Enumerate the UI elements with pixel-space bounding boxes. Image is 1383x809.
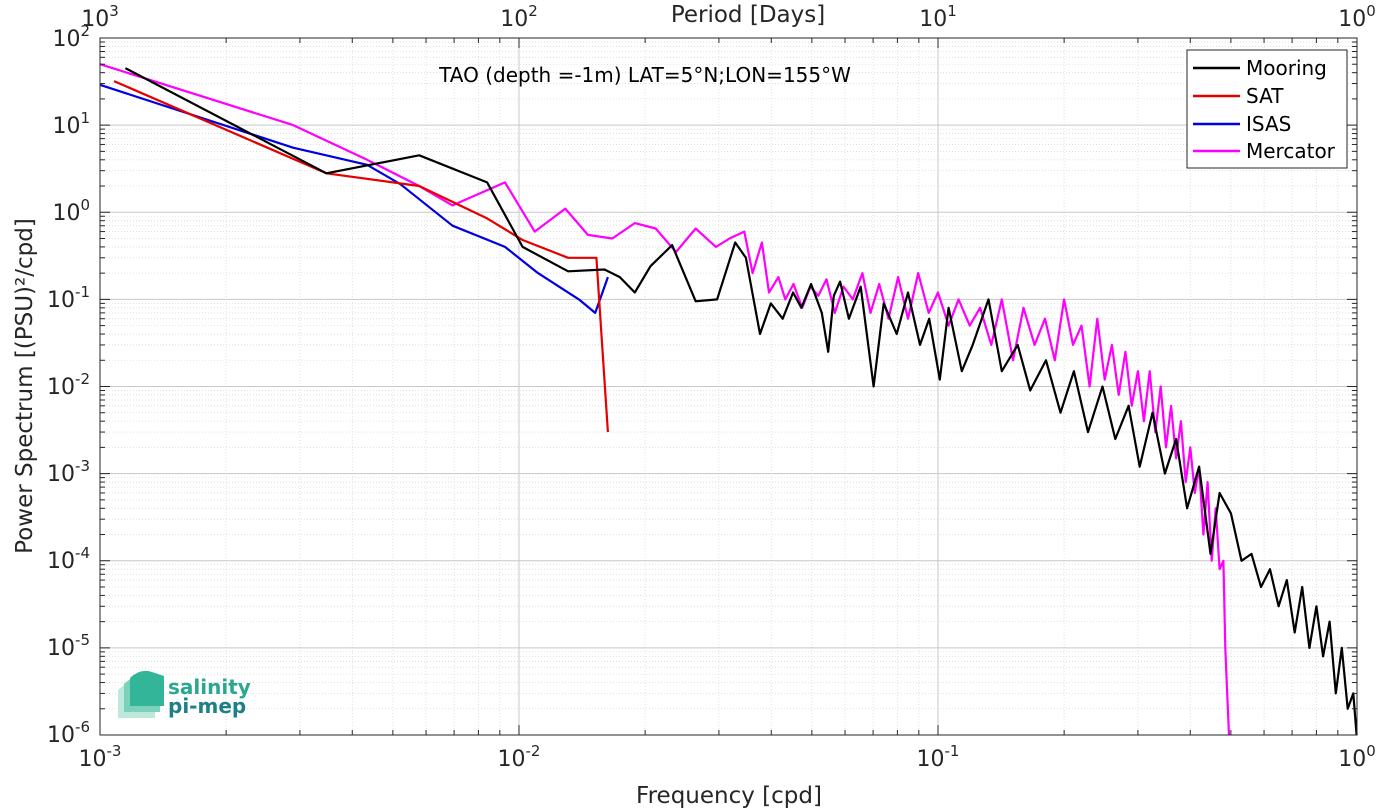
legend-label-sat: SAT bbox=[1246, 84, 1284, 108]
logo-text-line1: salinity bbox=[168, 675, 251, 699]
top-tick-label: 101 bbox=[919, 2, 957, 32]
logo-waves-icon bbox=[118, 670, 164, 718]
y-tick-label: 100 bbox=[52, 196, 90, 226]
salinity-pi-mep-logo: salinity pi-mep bbox=[118, 670, 251, 718]
y-tick-label: 10-2 bbox=[47, 370, 90, 400]
top-tick-label: 102 bbox=[500, 2, 538, 32]
y-tick-label: 10-1 bbox=[47, 283, 90, 313]
legend: Mooring SAT ISAS Mercator bbox=[1186, 49, 1348, 169]
series-lines bbox=[99, 63, 1358, 736]
y-tick-label: 102 bbox=[52, 22, 90, 52]
series-line-mercator bbox=[99, 63, 1231, 736]
series-line-sat bbox=[113, 80, 609, 433]
x-tick-label: 10-1 bbox=[917, 742, 960, 772]
axis-ticks bbox=[99, 37, 1358, 736]
x-axis-label: Frequency [cpd] bbox=[636, 783, 822, 809]
legend-label-mercator: Mercator bbox=[1246, 139, 1336, 163]
y-tick-label: 10-3 bbox=[47, 457, 90, 487]
legend-box bbox=[1186, 49, 1348, 169]
x-tick-label: 10-2 bbox=[498, 742, 541, 772]
top-tick-label: 103 bbox=[81, 2, 119, 32]
logo-text-line2: pi-mep bbox=[168, 694, 246, 718]
y-tick-label: 10-6 bbox=[47, 718, 90, 748]
series-line-mooring bbox=[124, 67, 1358, 736]
legend-label-isas: ISAS bbox=[1246, 112, 1291, 136]
top-tick-label: 100 bbox=[1338, 2, 1376, 32]
y-tick-label: 101 bbox=[52, 109, 90, 139]
series-line-isas bbox=[99, 83, 609, 314]
legend-label-mooring: Mooring bbox=[1246, 56, 1327, 80]
x-tick-label: 100 bbox=[1338, 742, 1376, 772]
chart-title: TAO (depth =-1m) LAT=5°N;LON=155°W bbox=[438, 63, 851, 87]
x-tick-label: 10-3 bbox=[79, 742, 122, 772]
y-tick-labels: 102 101 100 10-1 10-2 10-3 10-4 10-5 10-… bbox=[47, 22, 90, 748]
y-tick-label: 10-4 bbox=[47, 544, 90, 574]
bottom-tick-labels: 10-3 10-2 10-1 100 bbox=[79, 742, 1376, 772]
y-tick-label: 10-5 bbox=[47, 631, 90, 661]
top-tick-labels: 103 102 101 100 bbox=[81, 2, 1376, 32]
top-axis-label: Period [Days] bbox=[671, 2, 825, 28]
y-axis-label: Power Spectrum [(PSU)²/cpd] bbox=[12, 218, 38, 554]
